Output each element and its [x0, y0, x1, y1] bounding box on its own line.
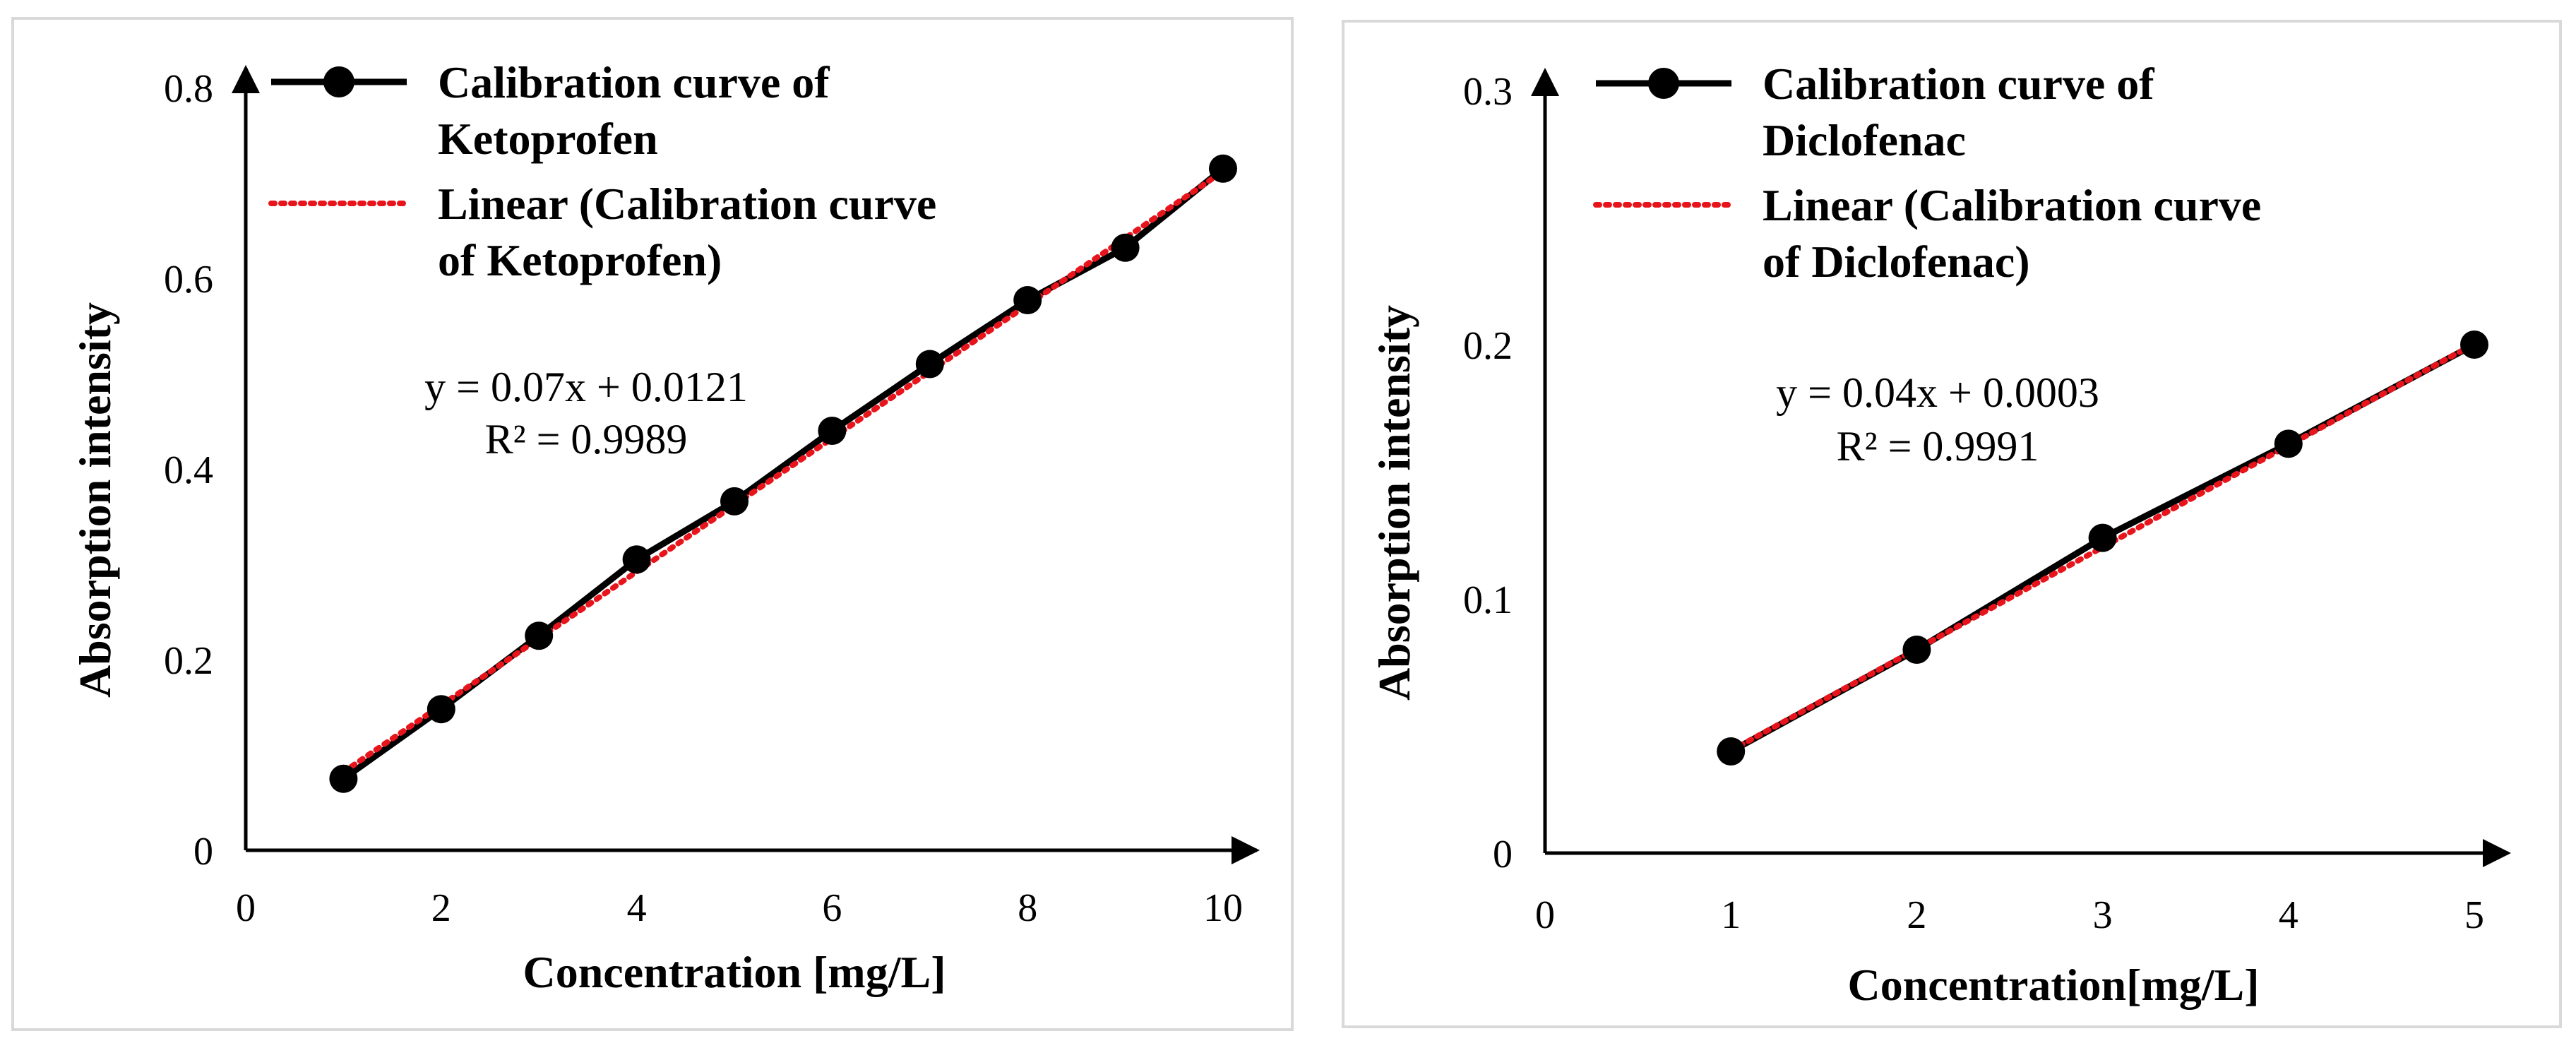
legend-series-label-line1: Calibration curve of [1763, 59, 2154, 109]
legend-series-label-line2: Ketoprofen [438, 114, 658, 164]
x-tick-label: 1 [1721, 893, 1741, 937]
y-tick-label: 0.1 [1463, 578, 1513, 622]
data-point [2460, 331, 2488, 359]
y-tick-label: 0 [1493, 833, 1513, 876]
data-point [1209, 154, 1237, 183]
y-axis-title: Absorption intensity [1369, 305, 1419, 701]
x-tick-label: 8 [1018, 886, 1037, 930]
y-axis-title: Absorption intensity [70, 302, 120, 698]
x-tick-label: 5 [2464, 893, 2484, 937]
diclofenac-chart: 0 0.1 0.2 0.3 0 1 2 3 4 5 Concentration[mg/L] Absor… [1369, 59, 2511, 1010]
legend-trend-label-line2: of Ketoprofen) [438, 235, 722, 285]
data-point [2088, 523, 2117, 552]
x-tick-label: 2 [431, 886, 451, 930]
x-axis-title: Concentration[mg/L] [1847, 960, 2259, 1010]
data-point [818, 417, 847, 445]
trendline-r-squared: R² = 0.9989 [485, 416, 688, 463]
y-tick-label: 0.4 [164, 448, 213, 492]
legend-series-marker [1648, 68, 1679, 99]
y-tick-label: 0.2 [1463, 324, 1513, 368]
data-point [2274, 429, 2303, 458]
legend-trend-label-line1: Linear (Calibration curve [438, 179, 936, 229]
y-tick-label: 0.3 [1463, 70, 1513, 114]
data-point [622, 545, 651, 574]
x-tick-label: 4 [2279, 893, 2298, 937]
trendline [340, 168, 1226, 775]
data-point [1902, 636, 1931, 664]
y-tick-label: 0.8 [164, 67, 213, 111]
trendline-equation: y = 0.07x + 0.0121 [424, 364, 748, 410]
diclofenac-chart-panel: 0 0.1 0.2 0.3 0 1 2 3 4 5 Concentration[mg/L] Absor… [1342, 20, 2562, 1028]
x-tick-label: 4 [627, 886, 647, 930]
x-tick-label: 0 [236, 886, 256, 930]
legend-trend-label-line1: Linear (Calibration curve [1763, 180, 2261, 230]
legend-series-marker [323, 66, 354, 97]
y-tick-label: 0 [193, 830, 213, 874]
x-tick-label: 3 [2093, 893, 2113, 937]
data-point [525, 621, 554, 650]
x-tick-label: 10 [1203, 886, 1243, 930]
y-tick-label: 0.6 [164, 258, 213, 302]
data-point [329, 764, 358, 793]
data-point [1111, 233, 1140, 262]
data-point [1717, 737, 1746, 766]
ketoprofen-chart: 0 0.2 0.4 0.6 0.8 0 2 4 6 8 10 Concentration [mg/L]… [70, 57, 1260, 997]
legend-trend-label-line2: of Diclofenac) [1763, 237, 2030, 287]
x-axis-title: Concentration [mg/L] [523, 947, 946, 997]
data-point [720, 487, 749, 516]
legend-series-label-line2: Diclofenac [1763, 115, 1966, 165]
x-tick-label: 0 [1535, 893, 1555, 937]
data-point [1013, 286, 1042, 315]
data-point [915, 350, 944, 379]
data-point [427, 695, 455, 724]
y-tick-label: 0.2 [164, 639, 213, 683]
ketoprofen-chart-panel: 0 0.2 0.4 0.6 0.8 0 2 4 6 8 10 Concentration [mg/L]… [11, 17, 1294, 1031]
trendline-equation: y = 0.04x + 0.0003 [1776, 369, 2099, 416]
trendline-r-squared: R² = 0.9991 [1837, 423, 2039, 470]
x-tick-label: 6 [822, 886, 842, 930]
legend-series-label-line1: Calibration curve of [438, 57, 830, 107]
x-tick-label: 2 [1907, 893, 1926, 937]
